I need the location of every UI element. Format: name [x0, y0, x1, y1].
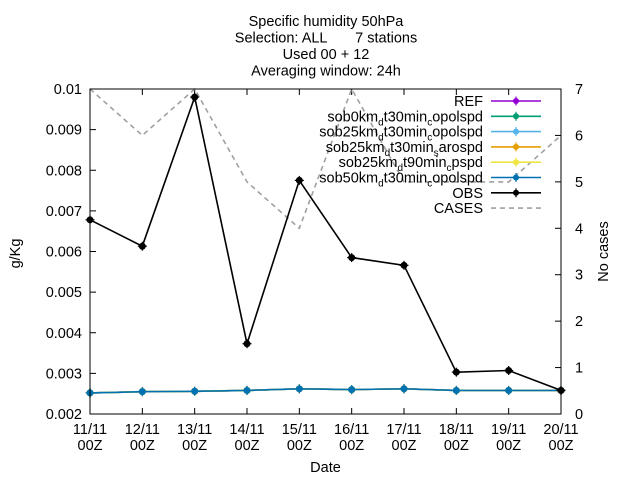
title-line: Used 00 + 12 — [283, 47, 370, 63]
y2-tick-label: 1 — [575, 361, 583, 377]
x-tick-label: 00Z — [182, 438, 207, 454]
x-tick-label: 20/11 — [543, 422, 578, 438]
legend-label: sob50kmdt30mincopolspd — [319, 171, 483, 190]
y2-tick-label: 2 — [575, 314, 583, 330]
legend-label: sob25kmdt30mincopolspd — [319, 125, 483, 144]
y-tick-label: 0.008 — [46, 163, 82, 179]
x-tick-label: 16/11 — [334, 422, 369, 438]
series-line — [89, 94, 562, 392]
x-tick-label: 00Z — [235, 438, 260, 454]
x-tick-label: 14/11 — [229, 422, 264, 438]
tick-labels: 0.002 0.003 0.004 0.005 0.006 0.007 0.008 0.009… — [46, 82, 583, 454]
y-axis-label: g/Kg — [8, 239, 24, 269]
y-tick-label: 0.003 — [46, 366, 82, 382]
y-tick-label: 0.005 — [46, 285, 82, 301]
x-tick-label: 00Z — [78, 438, 103, 454]
x-tick-label: 15/11 — [282, 422, 317, 438]
legend-label: sob25kmdt30minsarospd — [326, 140, 483, 159]
y2-tick-label: 5 — [575, 175, 583, 191]
x-tick-label: 19/11 — [491, 422, 526, 438]
x-tick-label: 00Z — [130, 438, 155, 454]
y2-tick-label: 0 — [575, 407, 583, 423]
y-tick-label: 0.007 — [46, 204, 82, 220]
plot-frame — [89, 88, 562, 415]
series-line — [89, 387, 561, 394]
x-tick-label: 00Z — [549, 438, 574, 454]
legend-label: OBS — [452, 186, 483, 202]
x-tick-label: 12/11 — [125, 422, 160, 438]
legend-label: sob0kmdt30mincopolspd — [327, 109, 483, 128]
x-tick-label: 11/11 — [73, 422, 107, 438]
y2-tick-label: 7 — [575, 82, 583, 98]
y-tick-label: 0.009 — [46, 123, 82, 139]
y-tick-label: 0.006 — [46, 245, 82, 261]
title-line: Selection: ALL 7 stations — [235, 31, 417, 47]
y-tick-label: 0.002 — [46, 407, 82, 423]
legend-label: sob25kmdt90mincpspd — [339, 155, 483, 174]
y2-tick-label: 3 — [575, 268, 583, 284]
x-tick-label: 13/11 — [177, 422, 212, 438]
x-tick-label: 17/11 — [386, 422, 421, 438]
x-tick-label: 00Z — [392, 438, 417, 454]
title-line: Specific humidity 50hPa — [249, 14, 405, 30]
x-tick-label: 18/11 — [439, 422, 474, 438]
legend-label: REF — [454, 94, 483, 110]
y-tick-label: 0.01 — [54, 82, 82, 98]
x-tick-label: 00Z — [444, 438, 469, 454]
x-axis-label: Date — [310, 460, 341, 476]
legend: REFsob0kmdt30mincopolspdsob25kmdt30minco… — [319, 94, 541, 217]
x-tick-label: 00Z — [339, 438, 364, 454]
series-lines — [85, 87, 566, 398]
y2-tick-label: 4 — [575, 221, 583, 237]
y2-tick-label: 6 — [575, 128, 583, 144]
legend-label: CASES — [434, 201, 483, 217]
x-tick-label: 00Z — [496, 438, 521, 454]
x-tick-label: 00Z — [287, 438, 312, 454]
series-line — [89, 87, 562, 230]
y2-axis-label: No cases — [596, 221, 612, 281]
title-line: Averaging window: 24h — [251, 64, 401, 80]
y-tick-label: 0.004 — [46, 326, 82, 342]
